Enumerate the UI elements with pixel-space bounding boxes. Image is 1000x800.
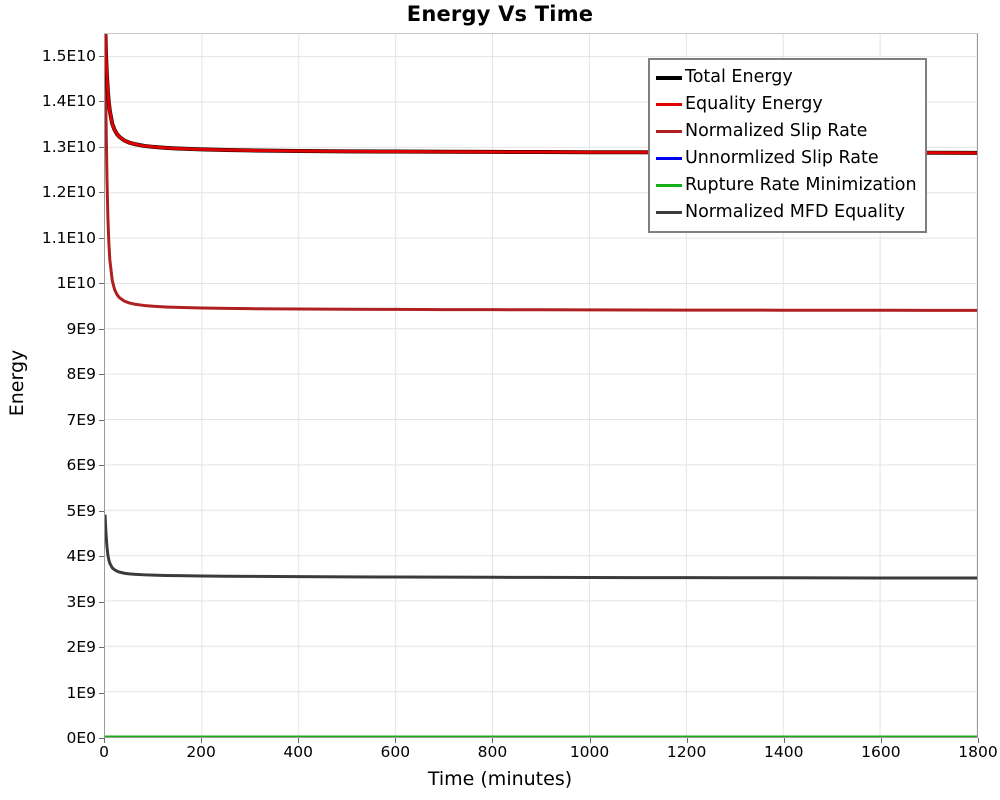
y-axis-tick-mark [99,283,104,284]
legend-item[interactable]: Unnormlized Slip Rate [656,145,917,172]
chart-title: Energy Vs Time [406,2,594,26]
y-axis-tick-label: 1.5E10 [41,46,96,65]
legend-item-label: Normalized MFD Equality [685,201,905,222]
y-axis-tick-mark [99,56,104,57]
chart-legend: Total Energy Equality Energy Normalized Sl… [648,58,927,233]
x-axis-tick-label: 600 [380,743,411,761]
y-axis-tick-label: 4E9 [66,547,96,566]
legend-color-swatch [656,184,682,187]
legend-item[interactable]: Equality Energy [656,91,917,118]
x-axis-tick-mark [881,738,882,743]
x-axis-tick-label: 1600 [861,743,901,761]
legend-item-label: Unnormlized Slip Rate [685,147,879,168]
y-axis-tick-label: 1.1E10 [41,228,96,247]
y-axis-tick-label: 1.2E10 [41,183,96,202]
x-axis-tick-label: 800 [477,743,508,761]
legend-item-label: Rupture Rate Minimization [685,174,917,195]
x-axis-tick-mark [298,738,299,743]
y-axis-title: Energy [6,349,28,417]
x-axis-tick-mark [395,738,396,743]
y-axis-tick-mark [99,693,104,694]
x-axis-tick-label: 0 [99,743,109,761]
y-axis-tick-mark [99,192,104,193]
legend-item[interactable]: Rupture Rate Minimization [656,172,917,199]
y-axis-tick-mark [99,329,104,330]
x-axis-tick-label: 1200 [666,743,707,761]
y-axis-tick-label: 1.3E10 [41,137,96,156]
x-axis-tick-label: 1800 [958,743,998,761]
legend-color-swatch [656,130,682,133]
y-axis-tick-label: 6E9 [66,456,96,475]
legend-color-swatch [656,75,682,80]
legend-color-swatch [656,103,682,106]
legend-item[interactable]: Normalized MFD Equality [656,199,917,226]
y-axis-tick-label: 0E0 [66,729,96,747]
y-axis-tick-mark [99,602,104,603]
x-axis-title: Time (minutes) [427,768,573,790]
x-axis-tick-mark [201,738,202,743]
legend-color-swatch [656,157,682,160]
y-axis-tick-label: 5E9 [66,501,96,520]
y-axis-tick-label: 2E9 [66,638,96,657]
y-axis-tick-mark [99,147,104,148]
legend-item[interactable]: Normalized Slip Rate [656,118,917,145]
y-axis-tick-mark [99,101,104,102]
series-line [105,515,977,578]
x-axis-tick-mark [104,738,105,743]
y-axis-tick-label: 1.4E10 [41,92,96,111]
y-axis-tick-mark [99,647,104,648]
x-axis-tick-mark [590,738,591,743]
y-axis-tick-mark [99,465,104,466]
x-axis-tick-mark [978,738,979,743]
y-axis-tick-label: 1E10 [56,274,96,293]
y-axis-tick-label: 1E9 [66,683,96,702]
y-axis-tick-mark [99,556,104,557]
legend-item[interactable]: Total Energy [656,64,917,91]
legend-item-label: Total Energy [685,66,793,87]
x-axis-tick-mark [492,738,493,743]
y-axis-tick-mark [99,420,104,421]
x-axis-tick-label: 1400 [764,743,804,761]
legend-color-swatch [656,211,682,214]
x-axis-tick-mark [687,738,688,743]
y-axis-tick-mark [99,738,104,739]
x-axis-tick-label: 1000 [569,743,610,761]
legend-item-label: Equality Energy [685,93,823,114]
x-axis-tick-label: 400 [283,743,314,761]
legend-item-label: Normalized Slip Rate [685,120,868,141]
series-line [105,34,977,310]
y-axis-tick-mark [99,238,104,239]
y-axis-tick-mark [99,374,104,375]
x-axis-tick-label: 200 [186,743,216,761]
y-axis-tick-mark [99,511,104,512]
y-axis-tick-label: 3E9 [66,592,96,611]
x-axis-tick-mark [784,738,785,743]
